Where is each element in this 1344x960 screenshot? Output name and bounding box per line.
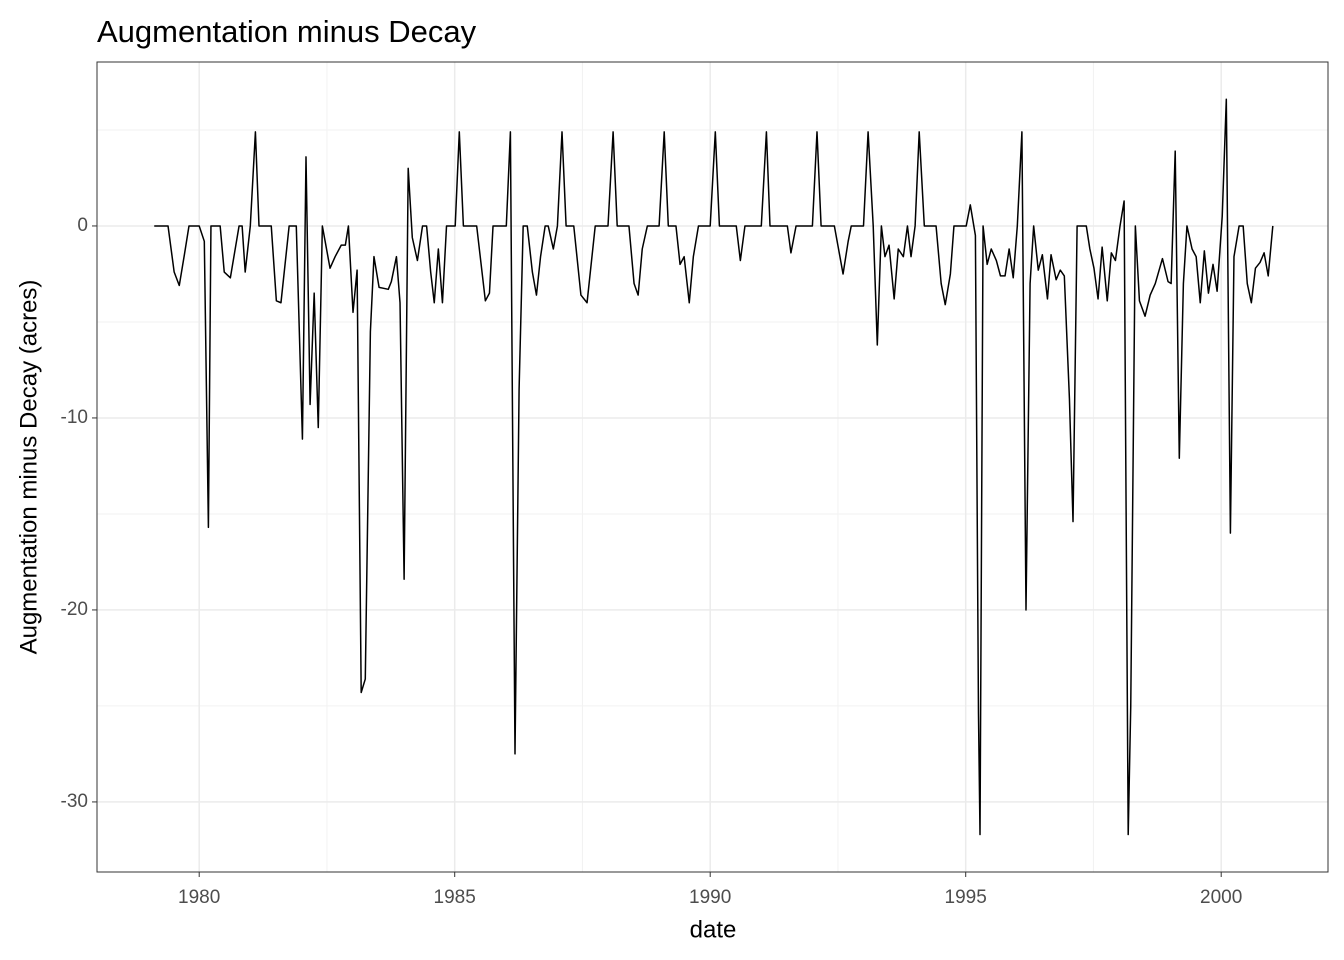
y-tick-label: 0	[77, 215, 88, 236]
y-axis-title: Augmentation minus Decay (acres)	[15, 280, 42, 655]
y-tick-label: -30	[61, 791, 88, 812]
x-tick-label: 1990	[689, 887, 731, 908]
y-tick-label: -10	[61, 407, 88, 428]
data-line	[154, 98, 1274, 836]
chart-title: Augmentation minus Decay	[97, 14, 477, 49]
x-tick-label: 1995	[945, 887, 987, 908]
x-tick-label: 2000	[1200, 887, 1242, 908]
x-axis-title: date	[690, 916, 737, 943]
x-tick-label: 1985	[434, 887, 476, 908]
panel-border	[96, 61, 1329, 873]
y-tick-label: -20	[61, 599, 88, 620]
x-tick-label: 1980	[178, 887, 220, 908]
